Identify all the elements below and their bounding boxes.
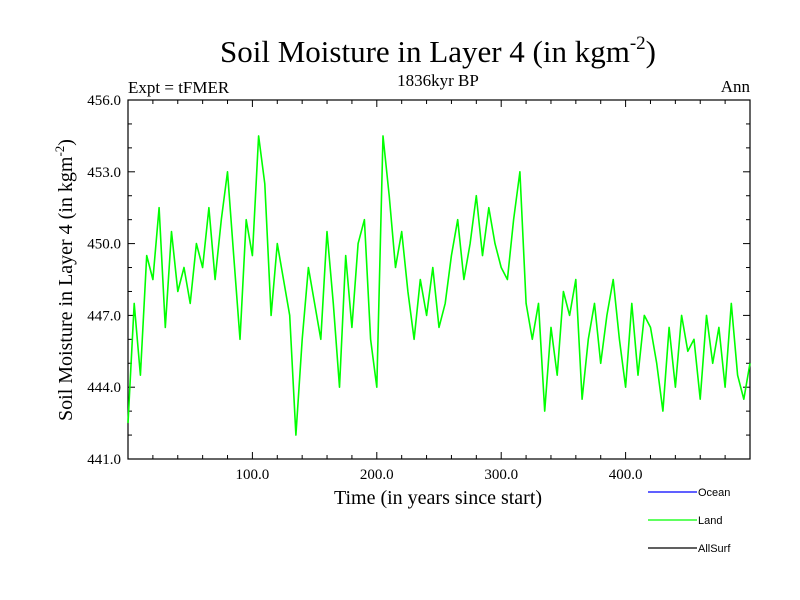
y-tick-label: 447.0 [87, 308, 121, 324]
x-tick-label: 100.0 [236, 467, 270, 483]
y-axis-label: Soil Moisture in Layer 4 (in kgm-2) [52, 139, 77, 421]
y-tick-label: 456.0 [87, 93, 121, 109]
chart-title: Soil Moisture in Layer 4 (in kgm-2) [220, 33, 656, 69]
legend-label-ocean: Ocean [698, 487, 730, 499]
x-tick-label: 400.0 [609, 467, 643, 483]
experiment-label: Expt = tFMER [128, 78, 230, 97]
plot-frame [127, 99, 751, 460]
y-axis-ticks: 441.0 444.0 447.0 450.0 453.0 456.0 [87, 93, 750, 468]
y-tick-label: 453.0 [87, 165, 121, 181]
series-layer [127, 135, 751, 436]
x-tick-label: 300.0 [484, 467, 518, 483]
y-tick-label: 441.0 [87, 452, 121, 468]
season-label: Ann [721, 77, 751, 96]
x-axis-ticks: 100.0 200.0 300.0 400.0 [152, 100, 726, 483]
x-axis-label: Time (in years since start) [334, 487, 542, 509]
y-tick-label: 444.0 [87, 380, 121, 396]
period-label: 1836kyr BP [397, 71, 479, 90]
x-tick-label: 200.0 [360, 467, 394, 483]
legend: Ocean Land AllSurf [648, 487, 731, 555]
series-line-land [127, 135, 751, 436]
y-tick-label: 450.0 [87, 237, 121, 253]
legend-label-land: Land [698, 515, 722, 527]
legend-label-allsurf: AllSurf [698, 543, 731, 555]
